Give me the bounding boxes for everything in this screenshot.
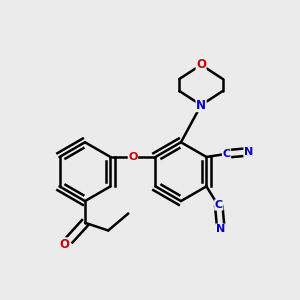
Text: C: C xyxy=(223,149,231,159)
Text: O: O xyxy=(196,58,206,71)
Text: N: N xyxy=(244,147,253,157)
Text: N: N xyxy=(196,99,206,112)
Text: N: N xyxy=(216,224,225,234)
Text: O: O xyxy=(59,238,69,251)
Text: O: O xyxy=(128,152,138,162)
Text: C: C xyxy=(215,200,223,210)
